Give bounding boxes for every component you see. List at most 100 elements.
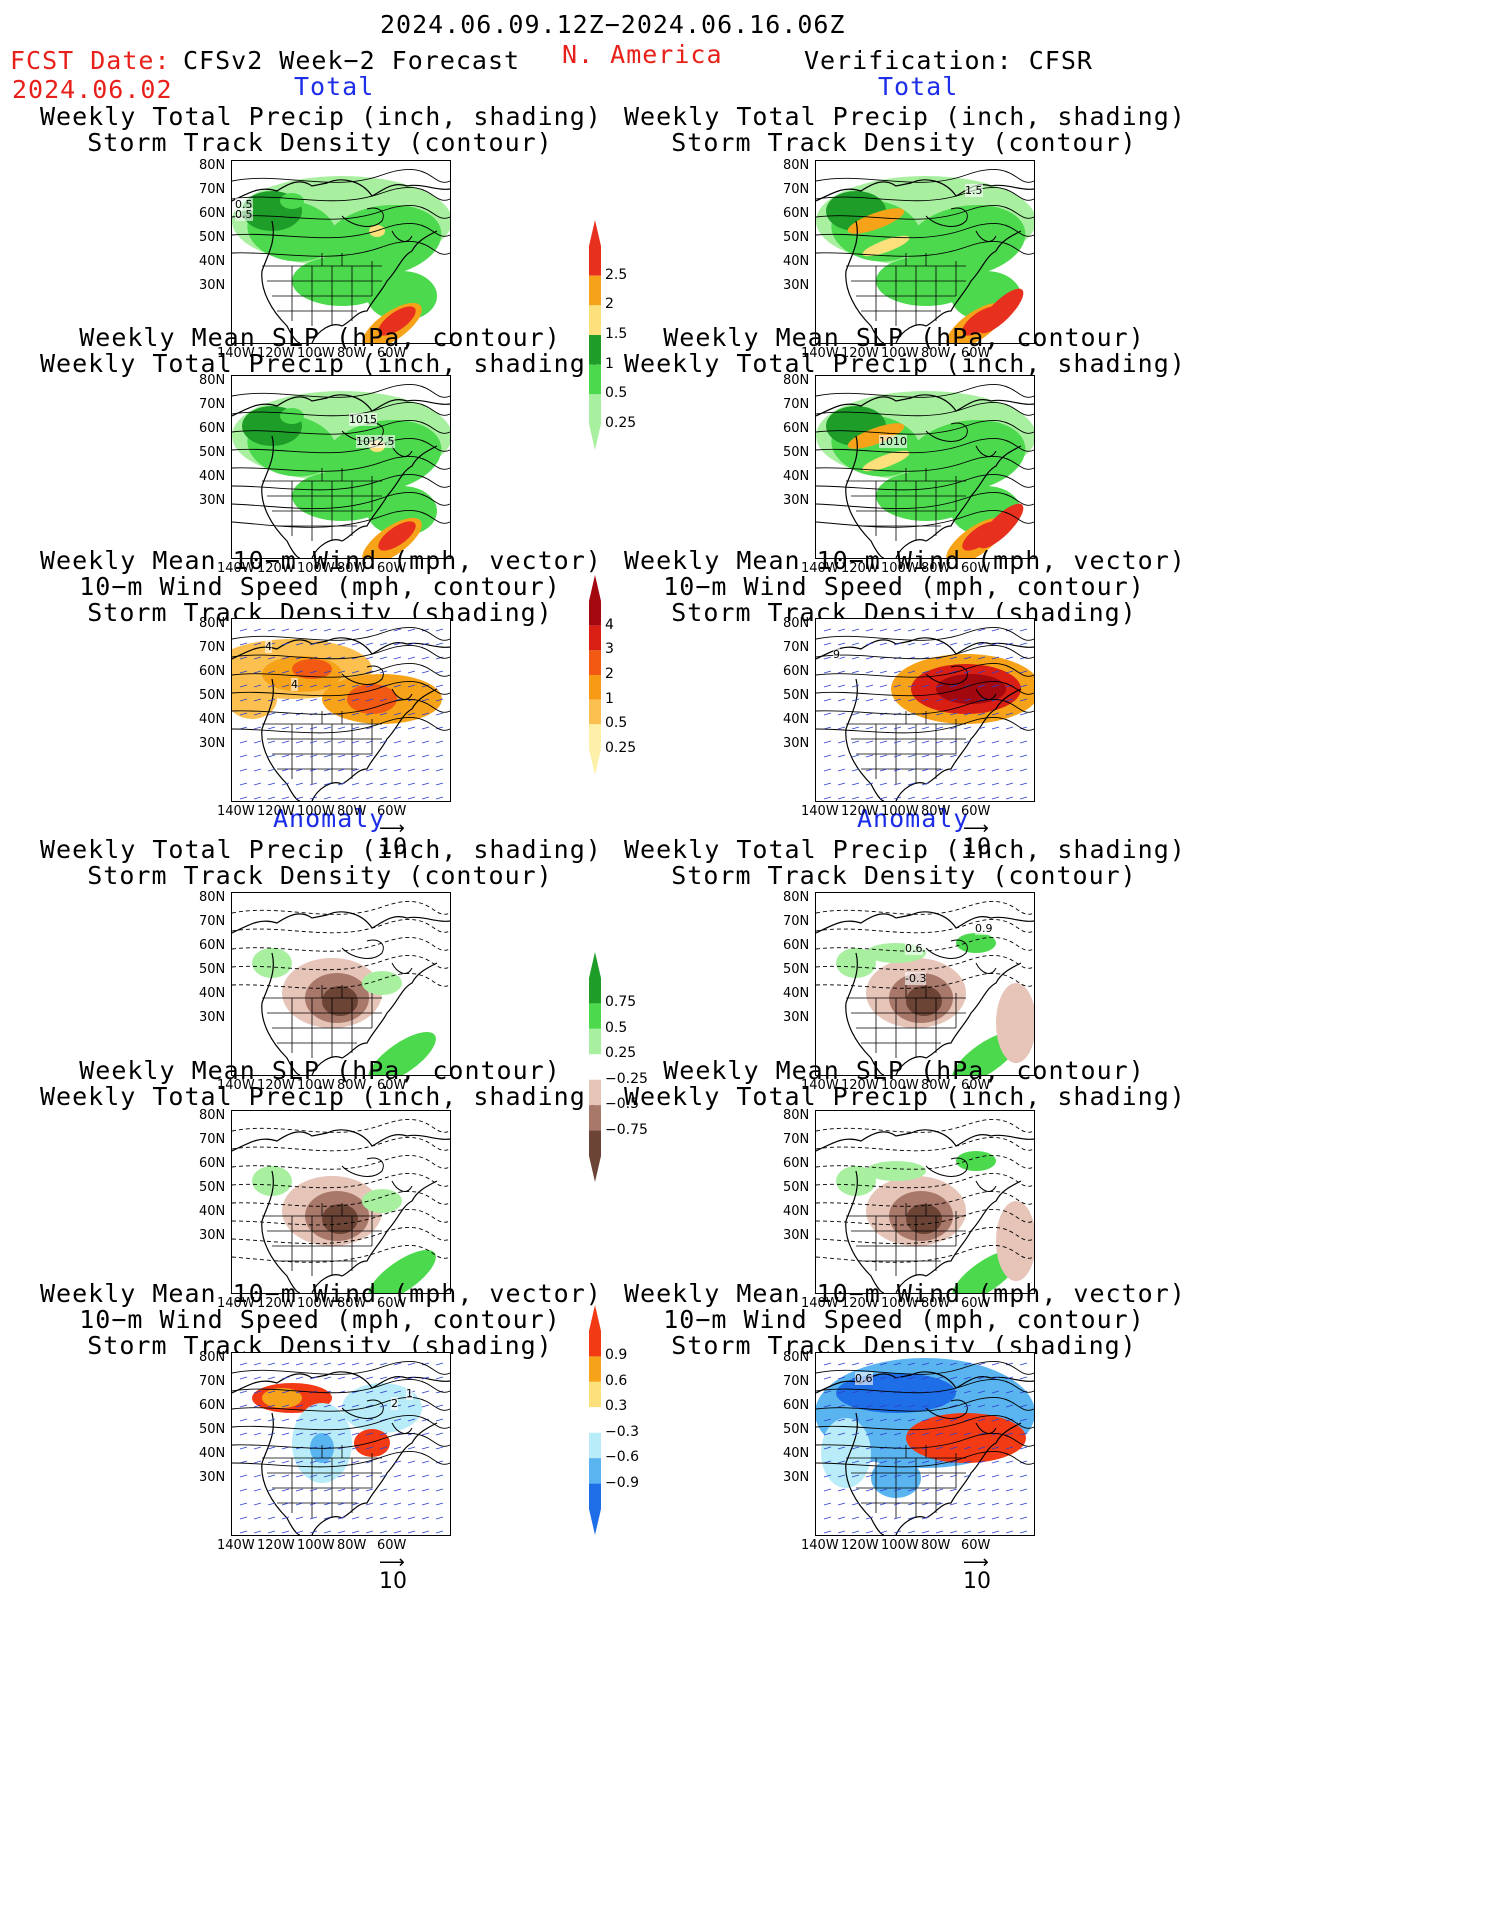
wind-vector	[949, 684, 958, 688]
lat-tick-label: 60N	[783, 938, 810, 953]
wind-vector	[823, 1390, 832, 1394]
wind-vector	[435, 1474, 444, 1478]
wind-vector	[935, 1474, 944, 1478]
wind-vector	[1005, 1460, 1014, 1464]
colorbar-segment	[589, 246, 601, 276]
shade-region	[280, 408, 304, 424]
wind-vector	[435, 1530, 444, 1534]
panel-title-line: Weekly Mean SLP (hPa, contour)	[79, 323, 561, 352]
wind-vector	[851, 1404, 860, 1408]
wind-vector	[907, 698, 916, 702]
lon-tick-label: 120W	[841, 1296, 879, 1311]
lon-tick-label: 80W	[337, 1538, 367, 1553]
wind-vector	[379, 642, 388, 646]
panel-title: Weekly Mean 10−m Wind (mph, vector) 10−m …	[624, 1281, 1185, 1359]
lat-tick-label: 70N	[783, 397, 810, 412]
wind-vector	[893, 740, 902, 744]
lon-tick-label: 120W	[257, 561, 295, 576]
contour-line	[816, 1451, 1034, 1468]
wind-vector	[949, 670, 958, 674]
contour-label: 0.9	[975, 922, 993, 935]
wind-vector	[407, 1474, 416, 1478]
shade-region	[862, 450, 910, 472]
wind-vector	[365, 1390, 374, 1394]
wind-vector	[407, 712, 416, 716]
wind-vector	[991, 1474, 1000, 1478]
panel-title-line: Weekly Mean SLP (hPa, contour)	[79, 1056, 561, 1085]
wind-vector	[393, 1516, 402, 1520]
wind-vector	[949, 754, 958, 758]
shade-region	[836, 1373, 956, 1413]
hudson-bay	[341, 1157, 413, 1192]
contour-line	[232, 973, 450, 989]
wind-vector	[239, 628, 248, 632]
wind-vector	[253, 768, 262, 772]
contour-line	[816, 1245, 1034, 1263]
wind-vector	[991, 782, 1000, 786]
wind-vector	[323, 1362, 332, 1366]
wind-vector	[239, 796, 248, 800]
wind-vector	[837, 684, 846, 688]
wind-vector	[921, 1502, 930, 1506]
wind-vector	[365, 656, 374, 660]
wind-vector	[907, 1502, 916, 1506]
wind-vector	[823, 1530, 832, 1534]
lon-tick-label: 140W	[801, 804, 839, 819]
wind-vector	[365, 1432, 374, 1436]
wind-vector	[1005, 740, 1014, 744]
lat-tick-label: 40N	[783, 1446, 810, 1461]
wind-vector	[893, 1376, 902, 1380]
wind-vector	[281, 670, 290, 674]
colorbar-segment	[589, 1105, 601, 1131]
wind-vector	[365, 642, 374, 646]
wind-vector	[253, 726, 262, 730]
lat-tick-label: 70N	[783, 1132, 810, 1147]
wind-vector	[893, 684, 902, 688]
wind-vector	[851, 1460, 860, 1464]
hudson-bay	[925, 1157, 997, 1192]
wind-vector	[435, 712, 444, 716]
lon-tick-label: 100W	[297, 804, 335, 819]
wind-vector	[337, 726, 346, 730]
wind-vector	[991, 796, 1000, 800]
wind-vector	[281, 754, 290, 758]
colorbar-bottom-arrow	[589, 424, 601, 450]
colorbar-precip-total	[589, 220, 601, 450]
wind-vector	[991, 642, 1000, 646]
wind-vector	[379, 1474, 388, 1478]
wind-vector	[963, 782, 972, 786]
lat-tick-label: 70N	[783, 640, 810, 655]
wind-vector	[1019, 754, 1028, 758]
wind-vector	[837, 740, 846, 744]
wind-vector	[337, 684, 346, 688]
wind-vector	[865, 1460, 874, 1464]
colorbar-label: 0.3	[605, 1398, 628, 1415]
wind-vector	[949, 1376, 958, 1380]
wind-vector	[823, 698, 832, 702]
wind-vector	[977, 740, 986, 744]
lon-tick-label: 100W	[881, 1296, 919, 1311]
lat-tick-label: 50N	[783, 1180, 810, 1195]
wind-vector	[907, 1418, 916, 1422]
wind-vector	[893, 1502, 902, 1506]
lat-tick-label: 50N	[199, 230, 226, 245]
wind-vector	[879, 1488, 888, 1492]
wind-vector	[253, 1404, 262, 1408]
contour-label: 1.5	[965, 184, 983, 197]
wind-vector	[435, 642, 444, 646]
state-boundaries	[846, 1203, 966, 1276]
wind-vector	[977, 1446, 986, 1450]
wind-vector	[393, 1362, 402, 1366]
wind-vector	[379, 726, 388, 730]
wind-vector	[1019, 768, 1028, 772]
wind-vector	[991, 1446, 1000, 1450]
panel-title-line: Storm Track Density (contour)	[671, 861, 1137, 890]
wind-vector	[949, 712, 958, 716]
wind-vector	[309, 726, 318, 730]
wind-vector	[949, 642, 958, 646]
wind-vector	[963, 726, 972, 730]
wind-vector	[379, 1530, 388, 1534]
map-panel-cfsr-total-precip	[815, 160, 1035, 344]
wind-vector	[977, 1460, 986, 1464]
colorbar-segment	[589, 1432, 601, 1459]
